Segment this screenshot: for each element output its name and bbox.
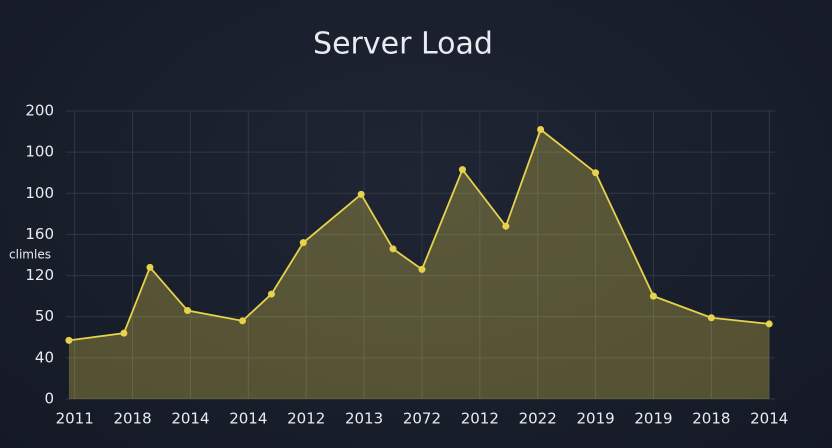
- y-tick-label: 40: [35, 348, 54, 366]
- point: [502, 222, 510, 230]
- y-tick-label: 160: [25, 225, 54, 243]
- point: [267, 290, 275, 298]
- point: [239, 317, 247, 325]
- point: [146, 263, 154, 271]
- x-tick-label: 2019: [576, 410, 614, 428]
- area: [68, 129, 770, 399]
- x-tick-label: 2014: [229, 410, 267, 428]
- point: [418, 265, 426, 273]
- point: [299, 239, 307, 247]
- y-tick-label: 0: [44, 390, 54, 408]
- y-tick-label: 120: [25, 266, 54, 284]
- point: [458, 166, 466, 174]
- x-tick-label: 2011: [56, 410, 94, 428]
- point: [389, 245, 397, 253]
- y-axis-label: climles: [9, 248, 51, 262]
- x-tick-label: 2072: [403, 410, 441, 428]
- x-tick-label: 2014: [171, 410, 209, 428]
- point: [357, 190, 365, 198]
- point: [120, 329, 128, 337]
- chart-title: Server Load: [313, 27, 493, 62]
- x-tick-label: 2012: [287, 410, 325, 428]
- x-tick-label: 2014: [750, 410, 788, 428]
- x-tick-label: 2018: [113, 410, 151, 428]
- y-tick-label: 200: [25, 102, 54, 120]
- x-tick-label: 2022: [519, 410, 557, 428]
- point: [649, 292, 657, 300]
- y-tick-label: 50: [35, 307, 54, 325]
- x-tick-label: 2018: [692, 410, 730, 428]
- y-tick-label: 100: [25, 143, 54, 161]
- x-tick-label: 2012: [461, 410, 499, 428]
- point: [592, 169, 600, 177]
- point: [765, 320, 773, 328]
- x-tick-label: 2013: [345, 410, 383, 428]
- point: [184, 307, 192, 315]
- point: [65, 336, 73, 344]
- point: [707, 314, 715, 322]
- x-tick-label: 2019: [634, 410, 672, 428]
- point: [537, 126, 545, 134]
- y-tick-label: 100: [25, 184, 54, 202]
